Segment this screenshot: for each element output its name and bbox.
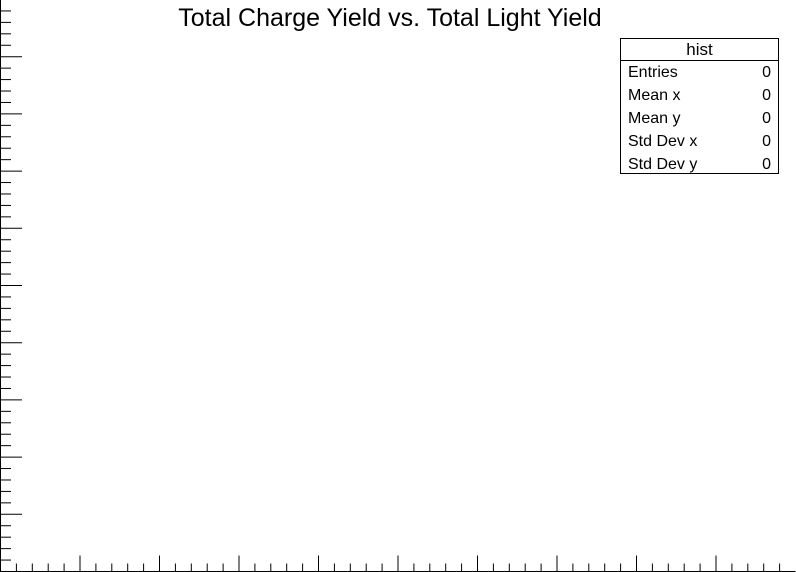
stats-row-mean-x: Mean x 0 (621, 84, 778, 107)
stats-label: Mean y (628, 110, 681, 127)
stats-label: Std Dev x (628, 133, 698, 150)
stats-row-entries: Entries 0 (621, 61, 778, 84)
stats-row-std-dev-x: Std Dev x 0 (621, 130, 778, 153)
stats-label: Entries (628, 64, 678, 81)
stats-row-std-dev-y: Std Dev y 0 (621, 153, 778, 176)
y-axis-ticks (0, 10, 22, 572)
stats-label: Std Dev y (628, 156, 698, 173)
stats-value: 0 (762, 87, 771, 104)
stats-value: 0 (762, 156, 771, 173)
stats-row-mean-y: Mean y 0 (621, 107, 778, 130)
chart-title: Total Charge Yield vs. Total Light Yield (178, 4, 602, 32)
stats-value: 0 (762, 133, 771, 150)
stats-box-header: hist (621, 39, 778, 61)
stats-label: Mean x (628, 87, 681, 104)
stats-box: hist Entries 0 Mean x 0 Mean y 0 Std Dev… (620, 38, 779, 174)
stats-value: 0 (762, 64, 771, 81)
stats-value: 0 (762, 110, 771, 127)
x-axis-ticks (0, 555, 781, 572)
